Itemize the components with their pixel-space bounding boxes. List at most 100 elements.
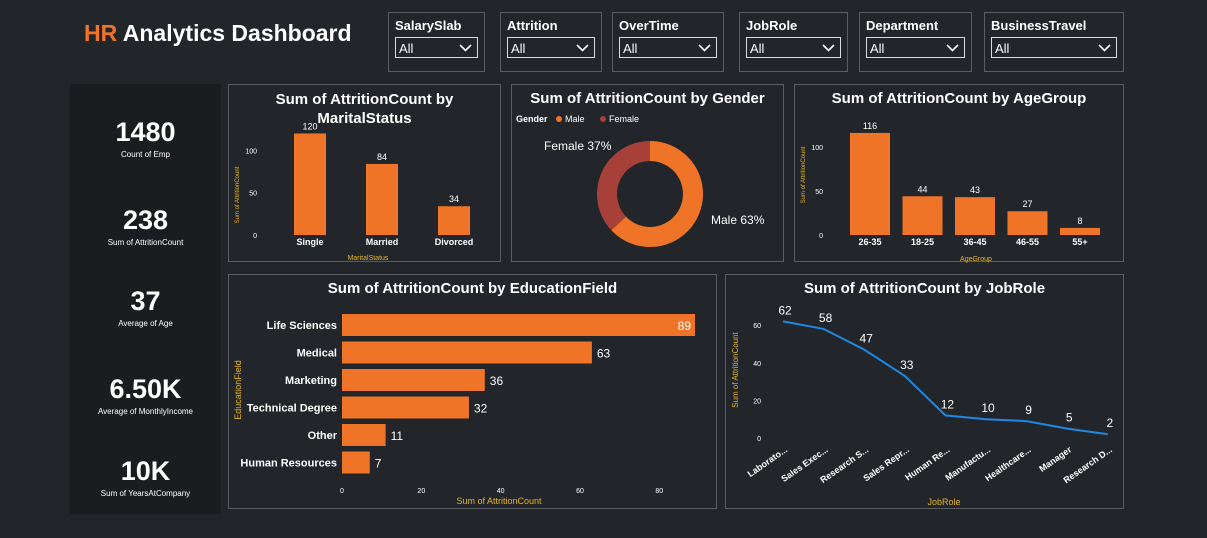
legend-label: Male bbox=[565, 114, 585, 124]
title-rest: Analytics Dashboard bbox=[117, 20, 352, 46]
kpi-value: 37 bbox=[130, 286, 161, 316]
kpi-label: Sum of YearsAtCompany bbox=[100, 489, 191, 498]
x-tick-label: 55+ bbox=[1072, 237, 1087, 247]
x-tick-label: 60 bbox=[576, 488, 584, 495]
title-accent: HR bbox=[84, 20, 118, 46]
y-axis-title: Sum of AttritionCount bbox=[731, 331, 740, 407]
data-label: 43 bbox=[970, 185, 980, 195]
bar bbox=[1060, 227, 1100, 235]
chart-title: Sum of AttritionCount by EducationField bbox=[327, 280, 618, 297]
data-label: 58 bbox=[819, 311, 833, 325]
kpi-value: 10K bbox=[120, 456, 171, 486]
donut-slice bbox=[596, 141, 650, 231]
data-label: 8 bbox=[1077, 216, 1082, 226]
x-tick-label: 0 bbox=[340, 488, 344, 495]
data-label: 62 bbox=[778, 303, 792, 317]
slicer-label: SalarySlab bbox=[395, 18, 462, 33]
slicer-dropdown[interactable]: All bbox=[507, 37, 595, 58]
chevron-down-icon bbox=[576, 44, 589, 52]
x-tick-label: Single bbox=[296, 237, 323, 247]
x-tick-label: Manager bbox=[1037, 444, 1073, 474]
marital-status-card: Sum of AttritionCount by MaritalStatus 0… bbox=[228, 84, 501, 262]
x-axis-title: Sum of AttritionCount bbox=[456, 496, 542, 506]
slicer-value: All bbox=[750, 41, 765, 56]
data-label: 34 bbox=[449, 194, 459, 204]
chevron-down-icon bbox=[459, 44, 472, 52]
x-tick-label: 36-45 bbox=[963, 237, 986, 247]
chart-title: Sum of AttritionCount by MaritalStatus bbox=[275, 91, 454, 127]
data-label: 44 bbox=[917, 184, 927, 194]
x-tick-label: Healthcare... bbox=[983, 444, 1033, 483]
slice-label: Female 37% bbox=[544, 139, 612, 153]
y-tick-label: 50 bbox=[815, 189, 823, 196]
legend-marker bbox=[600, 116, 606, 122]
data-label: 33 bbox=[900, 358, 914, 372]
y-tick-label: 0 bbox=[819, 233, 823, 240]
legend-marker bbox=[556, 116, 562, 122]
slicer-dropdown[interactable]: All bbox=[991, 37, 1117, 58]
slicer-value: All bbox=[399, 41, 414, 56]
kpi-value: 1480 bbox=[115, 117, 176, 147]
slicer-0: SalarySlab All bbox=[388, 12, 485, 72]
y-tick-label: Marketing bbox=[285, 375, 337, 387]
series-line bbox=[782, 320, 1108, 436]
bar bbox=[342, 396, 469, 419]
data-label: 84 bbox=[377, 152, 387, 162]
slicer-dropdown[interactable]: All bbox=[866, 37, 965, 58]
chevron-down-icon bbox=[822, 44, 835, 52]
y-tick-label: Life Sciences bbox=[267, 320, 337, 332]
kpi-label: Count of Emp bbox=[121, 150, 170, 159]
x-tick-label: 80 bbox=[655, 488, 663, 495]
slicer-label: OverTime bbox=[619, 18, 679, 33]
bar bbox=[850, 132, 890, 235]
data-label: 32 bbox=[474, 402, 488, 416]
kpi-average-age: 37 Average of Age bbox=[70, 286, 221, 328]
slicer-dropdown[interactable]: All bbox=[395, 37, 478, 58]
gender-chart: Gender Male Female Male 63% Female 37% bbox=[516, 114, 765, 248]
slicer-value: All bbox=[995, 41, 1010, 56]
bar bbox=[342, 314, 695, 336]
agegroup-card: Sum of AttritionCount by AgeGroup 0 50 100… bbox=[794, 84, 1124, 263]
x-tick-label: Sales Repr... bbox=[861, 444, 911, 483]
x-axis-title: AgeGroup bbox=[960, 256, 992, 263]
bar bbox=[1007, 211, 1048, 235]
bar bbox=[902, 196, 943, 235]
y-tick-label: Human Resources bbox=[240, 458, 337, 470]
slicer-value: All bbox=[511, 41, 526, 56]
kpi-label: Average of MonthlyIncome bbox=[97, 407, 193, 416]
marital-status-chart: 0 50 100 120 Single 84 Married 34 Divorced Marita… bbox=[235, 121, 473, 262]
data-label: 12 bbox=[941, 397, 955, 411]
bar bbox=[955, 197, 995, 235]
y-tick-label: 0 bbox=[253, 233, 257, 240]
bar bbox=[342, 369, 485, 391]
slicer-2: OverTime All bbox=[612, 12, 724, 72]
jobrole-card: Sum of AttritionCount by JobRole 0 20 40 60… bbox=[725, 274, 1124, 509]
x-tick-label: 18-25 bbox=[911, 237, 934, 247]
data-label: 11 bbox=[391, 429, 404, 443]
educationfield-card: Sum of AttritionCount by EducationField … bbox=[228, 274, 717, 509]
educationfield-chart: Life Sciences 89 Medical 63 Marketing 36 Techn… bbox=[233, 314, 695, 506]
data-label: 89 bbox=[678, 319, 692, 333]
slicer-label: JobRole bbox=[746, 18, 798, 33]
x-tick-label: 40 bbox=[497, 488, 505, 495]
data-label: 10 bbox=[981, 401, 995, 415]
dashboard-title: HR Analytics Dashboard bbox=[84, 20, 352, 47]
bar bbox=[342, 341, 592, 364]
y-tick-label: Medical bbox=[297, 348, 337, 360]
y-tick-label: 60 bbox=[753, 323, 761, 330]
kpi-value: 6.50K bbox=[109, 374, 182, 404]
data-label: 7 bbox=[375, 457, 382, 471]
slicer-dropdown[interactable]: All bbox=[746, 37, 841, 58]
slicer-dropdown[interactable]: All bbox=[619, 37, 717, 58]
y-tick-label: Technical Degree bbox=[247, 403, 337, 415]
kpi-count-of-emp: 1480 Count of Emp bbox=[70, 117, 221, 159]
bar bbox=[366, 163, 398, 235]
y-axis-title: EducationField bbox=[233, 360, 243, 420]
data-label: 36 bbox=[490, 374, 504, 388]
kpi-panel: 1480 Count of Emp 238 Sum of AttritionCoun… bbox=[70, 84, 221, 514]
x-tick-label: 26-35 bbox=[858, 237, 881, 247]
data-label: 5 bbox=[1066, 411, 1073, 425]
legend-title: Gender bbox=[516, 114, 548, 124]
slice-label: Male 63% bbox=[711, 213, 765, 227]
